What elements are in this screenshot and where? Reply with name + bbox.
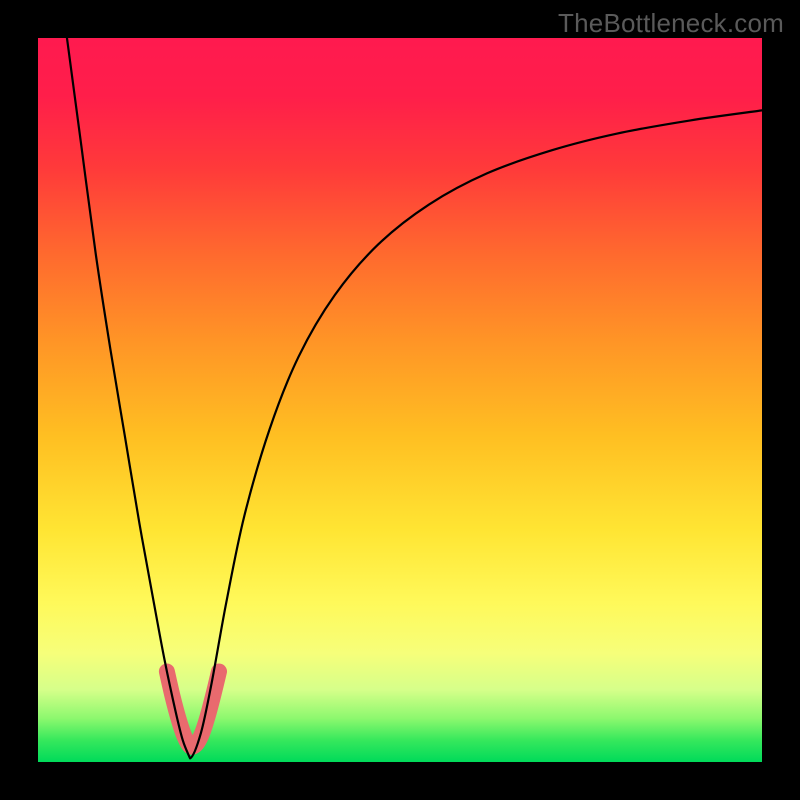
plot-area xyxy=(38,38,762,762)
bottleneck-curve xyxy=(67,38,762,758)
watermark-text: TheBottleneck.com xyxy=(558,8,784,39)
chart-svg xyxy=(38,38,762,762)
chart-frame: TheBottleneck.com xyxy=(0,0,800,800)
